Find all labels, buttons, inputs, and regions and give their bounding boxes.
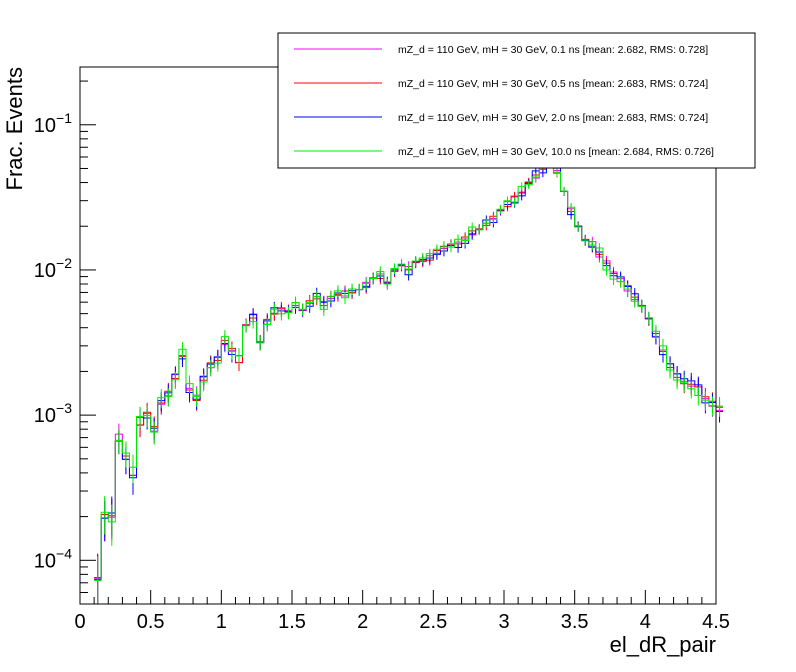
legend-label: mZ_d = 110 GeV, mH = 30 GeV, 10.0 ns [me… <box>398 146 714 158</box>
x-tick-label: 2 <box>357 611 368 633</box>
y-tick-base: 10 <box>34 115 56 137</box>
x-tick-label: 1 <box>216 611 227 633</box>
x-tick-label: 4 <box>640 611 651 633</box>
x-tick-label: 0 <box>74 611 85 633</box>
y-tick-label: 10−3 <box>34 400 72 427</box>
y-tick-exponent: −2 <box>56 255 72 271</box>
y-tick-exponent: −4 <box>56 545 72 561</box>
x-tick-label: 2.5 <box>419 611 447 633</box>
series-line <box>94 163 724 582</box>
y-axis: 10−410−310−210−1 <box>34 80 96 605</box>
y-tick-label: 10−2 <box>34 255 72 282</box>
legend-label: mZ_d = 110 GeV, mH = 30 GeV, 2.0 ns [mea… <box>398 112 708 124</box>
y-tick-exponent: −1 <box>56 110 72 126</box>
legend-box <box>277 32 756 169</box>
y-tick-exponent: −3 <box>56 400 72 416</box>
legend-label: mZ_d = 110 GeV, mH = 30 GeV, 0.1 ns [mea… <box>398 44 708 56</box>
x-tick-label: 0.5 <box>137 611 165 633</box>
y-tick-base: 10 <box>34 260 56 282</box>
y-tick-base: 10 <box>34 405 56 427</box>
y-axis-title: Frac. Events <box>2 67 27 190</box>
y-tick-label: 10−1 <box>34 110 72 137</box>
x-axis-title: el_dR_pair <box>610 632 716 657</box>
x-axis: 0 0.5 1 1.5 2 2.5 3 3.5 4 4.5 <box>74 590 730 633</box>
x-tick-label: 3 <box>498 611 509 633</box>
legend: mZ_d = 110 GeV, mH = 30 GeV, 0.1 ns [mea… <box>277 32 756 169</box>
x-tick-label: 3.5 <box>561 611 589 633</box>
y-tick-label: 10−4 <box>34 545 72 572</box>
legend-label: mZ_d = 110 GeV, mH = 30 GeV, 0.5 ns [mea… <box>398 78 708 90</box>
series-10-0-ns <box>94 160 724 604</box>
y-tick-base: 10 <box>34 550 56 572</box>
x-tick-label: 1.5 <box>278 611 306 633</box>
x-tick-label: 4.5 <box>702 611 730 633</box>
histogram-layer <box>94 158 724 604</box>
